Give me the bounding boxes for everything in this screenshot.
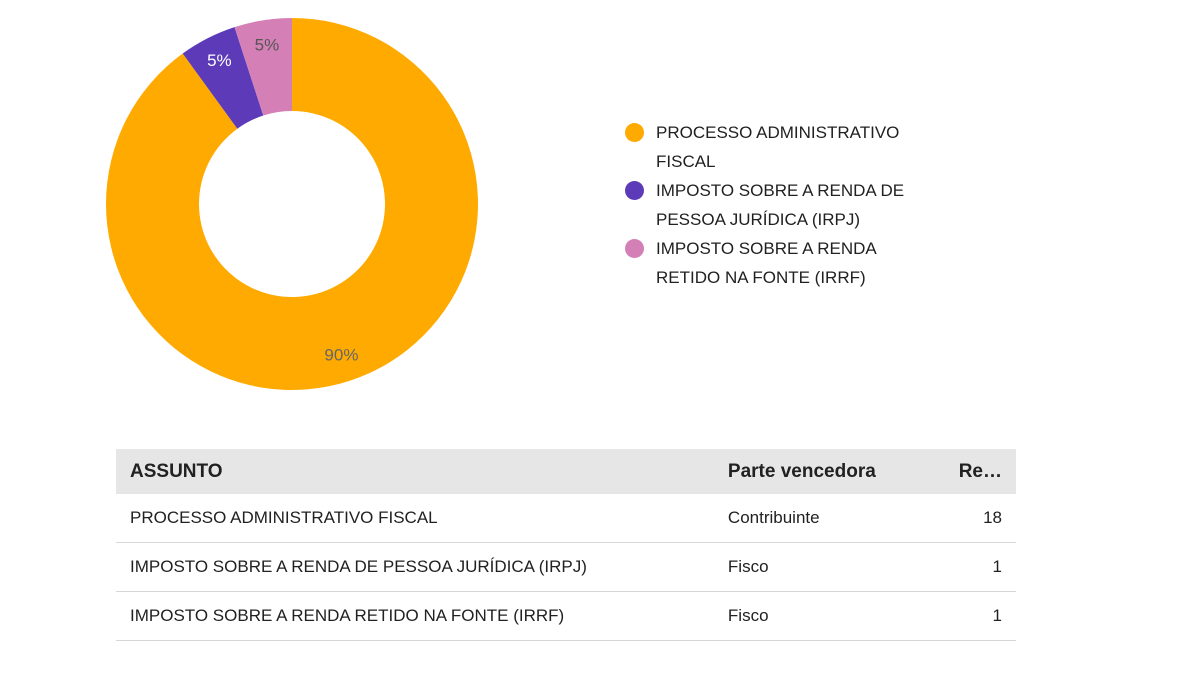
legend-label-line: PROCESSO ADMINISTRATIVO [656,123,900,142]
cell-re: 1 [930,591,1016,641]
donut-chart: 90% 5% 5% [105,18,478,390]
table-row: PROCESSO ADMINISTRATIVO FISCAL Contribui… [116,494,1016,543]
legend-label-line: RETIDO NA FONTE (IRRF) [656,268,866,287]
legend-swatch [625,239,644,258]
legend-label-line: IMPOSTO SOBRE A RENDA [656,239,877,258]
table-row: IMPOSTO SOBRE A RENDA DE PESSOA JURÍDICA… [116,542,1016,592]
donut-slice-1[interactable] [105,18,478,390]
cell-parte-vencedora: Fisco [713,542,931,592]
cell-assunto: IMPOSTO SOBRE A RENDA RETIDO NA FONTE (I… [116,591,714,641]
legend-label-line: FISCAL [656,152,716,171]
cell-parte-vencedora: Contribuinte [713,494,931,543]
column-header-assunto[interactable]: ASSUNTO [116,449,714,494]
legend-swatch [625,123,644,142]
chart-legend: PROCESSO ADMINISTRATIVO FISCAL IMPOSTO S… [624,118,954,292]
cell-parte-vencedora: Fisco [713,591,931,641]
legend-item-irpj[interactable]: IMPOSTO SOBRE A RENDA DE PESSOA JURÍDICA… [624,176,954,234]
slice-label-1: 90% [324,346,358,365]
data-table: ASSUNTO Parte vencedora Re… PROCESSO ADM… [116,449,1016,641]
cell-assunto: IMPOSTO SOBRE A RENDA DE PESSOA JURÍDICA… [116,542,714,592]
column-header-parte-vencedora[interactable]: Parte vencedora [713,449,931,494]
column-header-re[interactable]: Re… [930,449,1016,494]
cell-re: 18 [930,494,1016,543]
legend-label-line: IMPOSTO SOBRE A RENDA DE [656,181,905,200]
donut-slice-2[interactable] [182,27,264,129]
slice-label-2: 5% [207,51,232,70]
legend-item-irrf[interactable]: IMPOSTO SOBRE A RENDA RETIDO NA FONTE (I… [624,234,954,292]
cell-assunto: PROCESSO ADMINISTRATIVO FISCAL [116,494,714,543]
legend-label-line: PESSOA JURÍDICA (IRPJ) [656,210,861,229]
donut-slice-3[interactable] [234,18,292,116]
legend-item-processo-administrativo-fiscal[interactable]: PROCESSO ADMINISTRATIVO FISCAL [624,118,954,176]
cell-re: 1 [930,542,1016,592]
table-header-row: ASSUNTO Parte vencedora Re… [116,449,1016,494]
legend-swatch [625,181,644,200]
table-row: IMPOSTO SOBRE A RENDA RETIDO NA FONTE (I… [116,591,1016,641]
slice-label-3: 5% [255,35,280,54]
